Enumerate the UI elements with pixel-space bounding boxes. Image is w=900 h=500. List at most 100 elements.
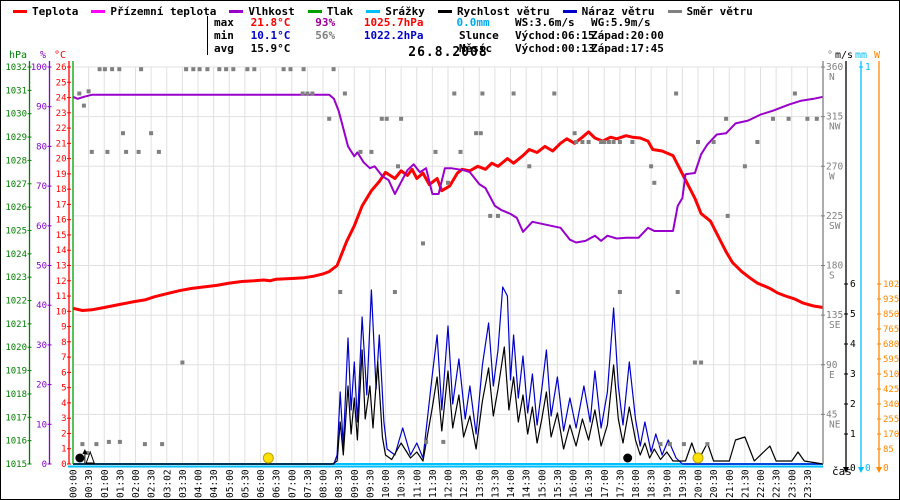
wind-direction-point: [327, 116, 332, 121]
wind-direction-point: [478, 131, 483, 136]
ticklabel-hpa: 1028: [5, 156, 27, 166]
ticklabel-compass: S: [829, 271, 835, 282]
unit-w: W: [874, 50, 881, 61]
x-time-label: 14:30: [522, 469, 533, 498]
unit-mm: mm: [855, 50, 867, 61]
series-teplota: [72, 130, 824, 312]
wind-direction-point: [696, 140, 700, 144]
ticklabel-compass: SW: [829, 221, 841, 232]
horizon-mountain-icon: [85, 450, 95, 464]
wind-direction-point: [97, 67, 102, 72]
wind-direction-point: [814, 116, 819, 121]
ticklabel-pct: 60: [36, 222, 47, 232]
stats-avg-row: avg 15.9°C: [214, 42, 490, 55]
wind-direction-point: [156, 149, 161, 154]
x-time-label: 13:00: [475, 469, 486, 498]
wind-direction-point: [310, 91, 315, 96]
wind-direction-point: [652, 180, 657, 185]
x-time-label: 18:30: [647, 469, 658, 498]
x-time-label: 15:30: [553, 469, 564, 498]
ticklabel-hpa: 1025: [5, 226, 27, 236]
x-time-label: 20:00: [694, 469, 705, 498]
ticklabel-degc: 0: [61, 460, 66, 470]
ticklabel-compass: NW: [829, 122, 841, 133]
wind-summary-row: WS:3.6m/s WG:5.9m/s: [459, 16, 667, 29]
ticklabel-degc: 8: [61, 338, 66, 348]
x-time-label: 22:00: [756, 469, 767, 498]
ticklabel-hpa: 1030: [5, 110, 27, 120]
ticklabel-hpa: 1020: [5, 343, 27, 353]
wind-direction-point: [771, 116, 775, 121]
x-time-label: 23:00: [787, 469, 798, 498]
ticklabel-pct: 90: [36, 103, 47, 113]
x-time-label: 00:30: [84, 469, 95, 498]
moon-row: Měsíc Východ:00:13 Západ:17:45: [459, 42, 667, 55]
ticklabel-degc: 23: [56, 109, 67, 119]
wind-direction-point: [606, 140, 611, 144]
wind-direction-point: [399, 116, 404, 121]
ticklabel-degc: 20: [56, 155, 67, 165]
x-time-label: 02:30: [147, 469, 158, 498]
unit-ms: m/s: [835, 50, 853, 61]
wind-direction-point: [331, 67, 336, 72]
ticklabel-hpa: 1031: [5, 86, 27, 96]
moonrise-time: Východ:00:13: [515, 42, 595, 55]
wind-direction-point: [217, 67, 222, 72]
stats-block: max 21.8°C 93% 1025.7hPa 0.0mm min 10.1°…: [207, 16, 490, 55]
sunset-time: Západ:20:00: [591, 29, 664, 42]
wind-direction-point: [572, 131, 577, 136]
wind-direction-point: [511, 91, 516, 96]
sun-row: Slunce Východ:06:15 Západ:20:00: [459, 29, 667, 42]
ticklabel-w: 255: [883, 415, 899, 425]
chart-title-date: 26.8.2008: [408, 45, 488, 60]
wind-direction-point: [288, 67, 293, 72]
x-time-label: 14:00: [506, 469, 517, 498]
wind-direction-point: [725, 213, 730, 218]
ticklabel-pct: 0: [42, 460, 47, 470]
x-time-label: 15:00: [537, 469, 548, 498]
sun-label: Slunce: [459, 29, 499, 42]
x-time-label: 07:30: [303, 469, 314, 498]
ticklabel-dir: 45: [826, 409, 837, 420]
wind-direction-point: [110, 67, 115, 72]
wind-direction-point: [424, 439, 429, 444]
axis-ms-arrow: [843, 467, 849, 473]
axis-mm-zero-label: 0: [865, 463, 871, 474]
ticklabel-degc: 7: [61, 353, 66, 363]
ticklabel-w: 765: [883, 325, 899, 335]
ticklabel-hpa: 1023: [5, 273, 27, 283]
legend-item-rychlost-vetru: Rychlost větru: [437, 5, 550, 18]
x-time-label: 08:30: [334, 469, 345, 498]
ticklabel-hpa: 1015: [5, 460, 27, 470]
ticklabel-degc: 2: [61, 429, 66, 439]
x-time-label: 19:00: [662, 469, 673, 498]
wind-direction-point: [224, 67, 229, 72]
wind-direction-point: [342, 91, 347, 96]
ticklabel-degc: 16: [56, 216, 67, 226]
x-time-label: 06:00: [256, 469, 267, 498]
ticklabel-degc: 1: [61, 445, 66, 455]
series-n-raz-v-tru: [73, 286, 823, 465]
ticklabel-pct: 80: [36, 142, 47, 152]
x-time-label: 05:30: [240, 469, 251, 498]
ticklabel-pct: 20: [36, 381, 47, 391]
ticklabel-hpa: 1019: [5, 367, 27, 377]
ticklabel-w: 170: [883, 430, 899, 440]
wind-direction-point: [184, 67, 189, 72]
x-time-label: 01:00: [100, 469, 111, 498]
ticklabel-w: 680: [883, 340, 899, 350]
wind-direction-point: [94, 442, 99, 447]
legend-label: Teplota: [32, 5, 79, 18]
wind-direction-point: [191, 67, 196, 72]
smer-line-swatch: [667, 10, 682, 13]
wind-direction-point: [602, 140, 607, 144]
unit-dir: °: [827, 50, 833, 61]
ticklabel-ms: 1: [850, 429, 856, 440]
ticklabel-hpa: 1024: [5, 250, 27, 260]
ticklabel-dir: 180: [826, 261, 843, 272]
ticklabel-hpa: 1016: [5, 437, 27, 447]
legend-item-prizemni-teplota: Přízemní teplota: [91, 5, 216, 18]
x-time-label: 16:00: [569, 469, 580, 498]
x-time-label: 20:30: [709, 469, 720, 498]
x-time-label: 21:00: [725, 469, 736, 498]
